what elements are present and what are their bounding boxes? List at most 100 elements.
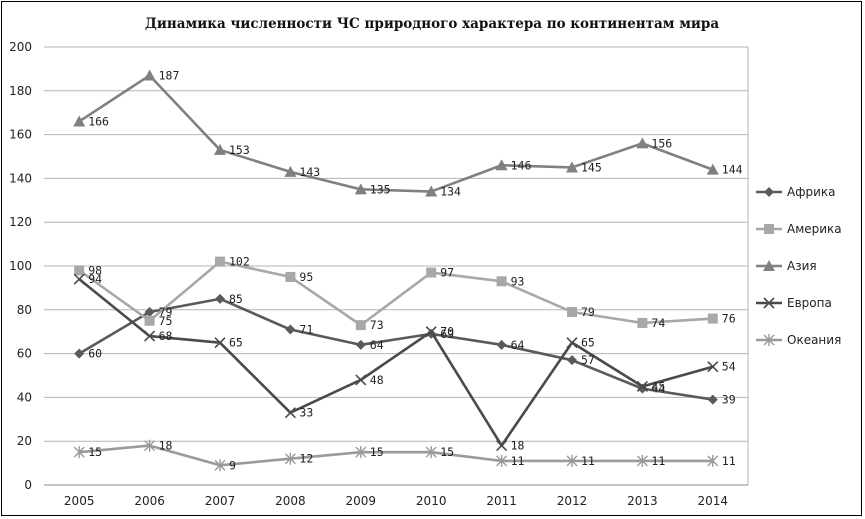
series-0-data-label: 64 <box>370 338 384 352</box>
y-tick-label: 140 <box>9 171 32 185</box>
legend-marker <box>763 297 775 309</box>
series-1-point <box>637 317 648 328</box>
series-4-point <box>284 452 296 465</box>
legend-item: Америка <box>756 222 842 236</box>
x-tick-label: 2008 <box>275 494 306 508</box>
series-3-point <box>496 440 508 452</box>
legend-label: Азия <box>787 259 817 273</box>
series-1-point <box>74 265 85 276</box>
series-1-data-label: 93 <box>511 274 525 288</box>
series-3-data-label: 65 <box>229 336 243 350</box>
series-1-data-label: 97 <box>440 266 454 280</box>
series-3-data-label: 18 <box>511 439 525 453</box>
series-3-line <box>78 278 714 447</box>
series-0-point <box>74 348 85 359</box>
series-3-data-label: 70 <box>440 325 454 339</box>
series-1-data-label: 95 <box>299 270 313 284</box>
series-0-point <box>707 394 718 405</box>
series-1-data-label: 73 <box>370 318 384 332</box>
series-3-point <box>284 407 296 419</box>
series-4-data-label: 15 <box>370 445 384 459</box>
series-0-point <box>355 339 366 350</box>
series-1 <box>74 256 718 331</box>
series-0-data-label: 85 <box>229 292 243 306</box>
series-3-point <box>214 337 226 349</box>
series-1-line <box>78 260 713 327</box>
legend-label: Океания <box>787 333 841 347</box>
series-4-data-label: 11 <box>722 454 736 468</box>
legend-label: Африка <box>787 185 836 199</box>
series-4-data-label: 9 <box>229 458 236 472</box>
x-tick-label: 2011 <box>486 494 517 508</box>
legend-marker <box>763 334 775 346</box>
series-4-point <box>496 454 508 467</box>
legend-label: Европа <box>787 296 832 310</box>
x-tick-label: 2005 <box>64 494 95 508</box>
series-2-point <box>706 163 719 175</box>
series-2-point <box>284 165 297 177</box>
series-1-point <box>707 313 718 324</box>
series-0-point <box>285 324 296 335</box>
series-4-data-label: 15 <box>88 445 102 459</box>
series-4-point <box>355 446 367 459</box>
series-2-point <box>636 137 649 149</box>
chart-title: Динамика численности ЧС природного харак… <box>145 16 720 32</box>
x-tick-label: 2009 <box>346 494 377 508</box>
series-0-line <box>78 297 713 401</box>
series-1-data-label: 74 <box>651 316 665 330</box>
series-2-point <box>143 69 156 81</box>
series-0-data-label: 60 <box>88 347 102 361</box>
series-4 <box>73 439 719 472</box>
series-3-data-label: 94 <box>88 272 102 286</box>
series-2-data-label: 166 <box>88 114 109 128</box>
y-tick-label: 0 <box>24 478 32 492</box>
series-1-data-label: 75 <box>159 314 173 328</box>
series-3-data-label: 45 <box>651 379 665 393</box>
series-2-point <box>214 143 226 155</box>
series-2-point <box>566 161 578 173</box>
series-4-data-label: 11 <box>581 454 595 468</box>
series-3-point <box>636 380 648 393</box>
series-0-data-label: 71 <box>299 323 313 337</box>
series-2-line <box>78 74 714 193</box>
series-0-data-label: 79 <box>159 305 173 319</box>
series-3-data-label: 48 <box>370 373 384 387</box>
series-4-point <box>566 454 578 467</box>
series-0-data-label: 39 <box>722 393 736 407</box>
legend-item: Европа <box>756 296 832 310</box>
series-2-data-label: 187 <box>159 68 180 82</box>
x-tick-label: 2007 <box>205 494 236 508</box>
series-1-data-label: 102 <box>229 255 250 269</box>
series-2-data-label: 135 <box>370 182 391 196</box>
series-3-data-label: 65 <box>581 336 595 350</box>
series-4-data-label: 18 <box>159 439 173 453</box>
y-tick-label: 40 <box>17 390 32 404</box>
series-2-data-label: 146 <box>511 158 532 172</box>
y-tick-label: 120 <box>9 215 32 229</box>
y-tick-label: 180 <box>9 84 32 98</box>
series-1-point <box>355 320 366 331</box>
series-3-point <box>355 374 367 386</box>
y-tick-label: 20 <box>17 434 32 448</box>
legend-item: Океания <box>756 333 841 347</box>
series-1-point <box>426 267 437 278</box>
series-2-point <box>354 183 367 195</box>
series-1-point <box>215 256 225 267</box>
legend-marker <box>763 260 775 271</box>
series-2-data-label: 145 <box>581 160 602 174</box>
series-4-point <box>425 446 437 459</box>
x-tick-label: 2006 <box>134 494 165 508</box>
series-4-data-label: 12 <box>299 452 313 466</box>
y-tick-label: 160 <box>9 128 32 142</box>
series-0-data-label: 57 <box>581 353 595 367</box>
legend-marker <box>764 187 774 197</box>
y-tick-label: 100 <box>9 259 32 273</box>
series-4-point <box>707 454 719 467</box>
series-4-point <box>73 446 85 459</box>
series-0-point <box>215 293 225 304</box>
series-2 <box>73 69 719 197</box>
series-2-data-label: 144 <box>722 163 743 177</box>
series-0-data-label: 44 <box>651 382 665 396</box>
